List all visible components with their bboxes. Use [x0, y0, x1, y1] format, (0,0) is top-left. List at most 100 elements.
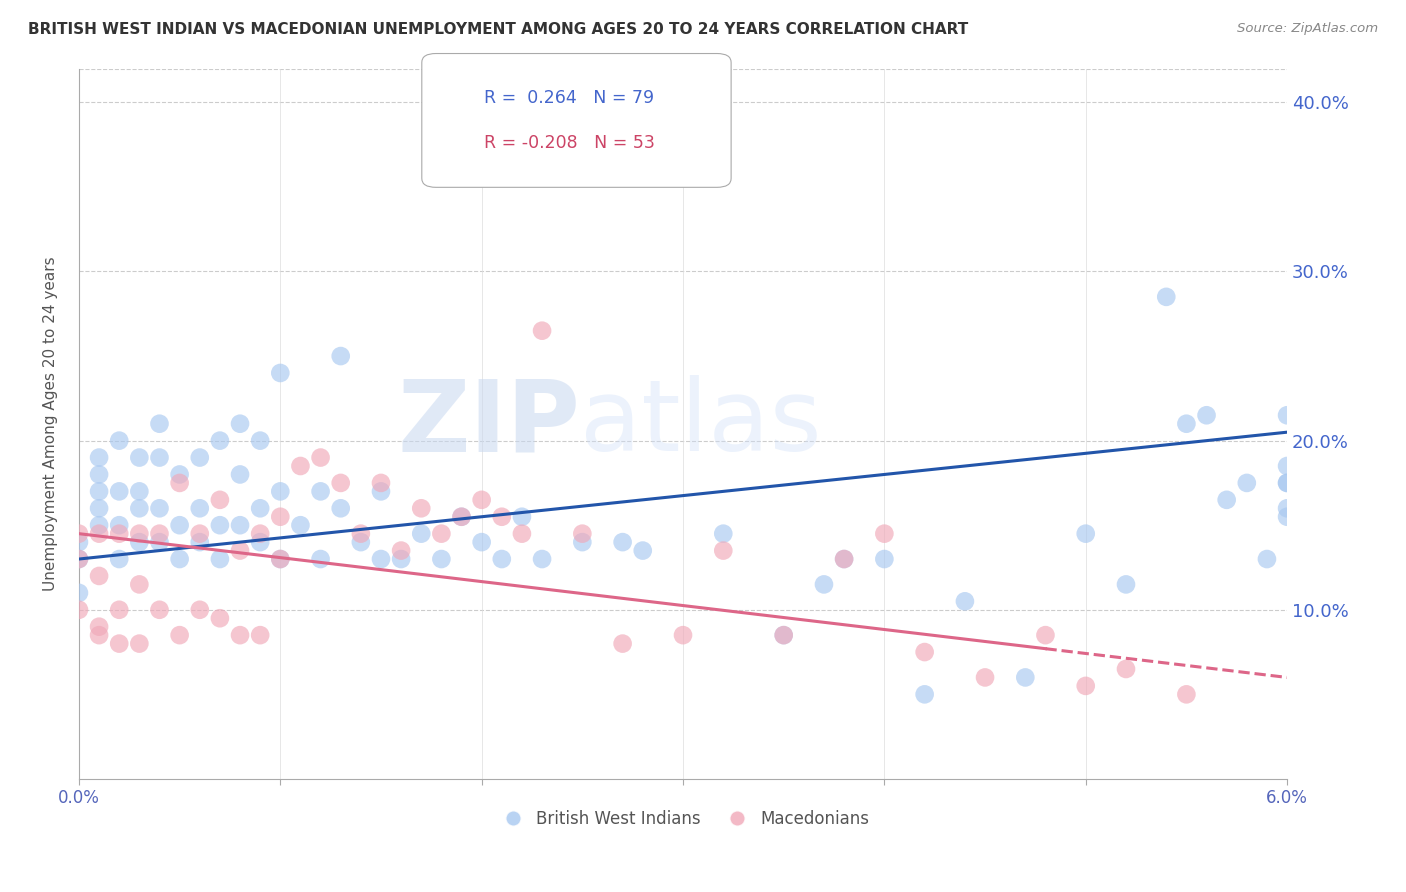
Point: [612, 637, 634, 651]
Point: [1115, 662, 1137, 676]
Point: [269, 552, 291, 566]
Text: R =  0.264   N = 79: R = 0.264 N = 79: [484, 89, 654, 107]
Point: [309, 450, 332, 465]
Point: [914, 645, 936, 659]
Point: [208, 518, 231, 533]
Point: [329, 349, 352, 363]
Legend: British West Indians, Macedonians: British West Indians, Macedonians: [489, 803, 876, 835]
Point: [108, 603, 131, 617]
Point: [389, 552, 412, 566]
Point: [370, 552, 392, 566]
Text: BRITISH WEST INDIAN VS MACEDONIAN UNEMPLOYMENT AMONG AGES 20 TO 24 YEARS CORRELA: BRITISH WEST INDIAN VS MACEDONIAN UNEMPL…: [28, 22, 969, 37]
Point: [1115, 577, 1137, 591]
Point: [832, 552, 855, 566]
Point: [1275, 458, 1298, 473]
Point: [229, 417, 252, 431]
Point: [471, 492, 494, 507]
Point: [571, 535, 593, 549]
Point: [249, 434, 271, 448]
Point: [309, 552, 332, 566]
Point: [148, 526, 170, 541]
Point: [1275, 509, 1298, 524]
Point: [87, 518, 110, 533]
Point: [491, 509, 513, 524]
Point: [510, 526, 533, 541]
Point: [612, 535, 634, 549]
Point: [772, 628, 794, 642]
Point: [169, 628, 191, 642]
Point: [148, 450, 170, 465]
Text: atlas: atlas: [581, 376, 823, 472]
Y-axis label: Unemployment Among Ages 20 to 24 years: Unemployment Among Ages 20 to 24 years: [44, 256, 58, 591]
Point: [229, 543, 252, 558]
Point: [249, 501, 271, 516]
Point: [208, 552, 231, 566]
Point: [67, 535, 90, 549]
Text: R = -0.208   N = 53: R = -0.208 N = 53: [484, 134, 655, 152]
Point: [953, 594, 976, 608]
Point: [1275, 409, 1298, 423]
Point: [531, 324, 554, 338]
Point: [67, 603, 90, 617]
Point: [450, 509, 472, 524]
Point: [108, 526, 131, 541]
Point: [350, 535, 373, 549]
Point: [1154, 290, 1177, 304]
Point: [269, 552, 291, 566]
Text: ZIP: ZIP: [398, 376, 581, 472]
Point: [169, 552, 191, 566]
Point: [169, 518, 191, 533]
Point: [873, 552, 896, 566]
Point: [87, 628, 110, 642]
Point: [188, 501, 211, 516]
Point: [290, 458, 312, 473]
Point: [370, 475, 392, 490]
Point: [1256, 552, 1278, 566]
Point: [229, 467, 252, 482]
Point: [128, 535, 150, 549]
Point: [1035, 628, 1057, 642]
Point: [269, 509, 291, 524]
Point: [108, 552, 131, 566]
Point: [370, 484, 392, 499]
Point: [188, 535, 211, 549]
Point: [1215, 492, 1237, 507]
Point: [87, 526, 110, 541]
Point: [1175, 687, 1198, 701]
Point: [148, 501, 170, 516]
Point: [329, 501, 352, 516]
Point: [67, 586, 90, 600]
Point: [631, 543, 654, 558]
Point: [873, 526, 896, 541]
Point: [128, 501, 150, 516]
Point: [87, 620, 110, 634]
Point: [128, 450, 150, 465]
Point: [1236, 475, 1258, 490]
Point: [249, 628, 271, 642]
Point: [87, 501, 110, 516]
Point: [510, 509, 533, 524]
Text: Source: ZipAtlas.com: Source: ZipAtlas.com: [1237, 22, 1378, 36]
Point: [148, 535, 170, 549]
Point: [67, 552, 90, 566]
Point: [832, 552, 855, 566]
Point: [411, 526, 433, 541]
Point: [309, 484, 332, 499]
Point: [108, 484, 131, 499]
Point: [249, 526, 271, 541]
Point: [1275, 475, 1298, 490]
Point: [249, 535, 271, 549]
Point: [188, 450, 211, 465]
Point: [87, 467, 110, 482]
Point: [430, 552, 453, 566]
Point: [128, 637, 150, 651]
Point: [128, 526, 150, 541]
Point: [208, 492, 231, 507]
Point: [128, 577, 150, 591]
Point: [87, 484, 110, 499]
Point: [269, 366, 291, 380]
Point: [531, 552, 554, 566]
Point: [350, 526, 373, 541]
Point: [67, 526, 90, 541]
Point: [229, 518, 252, 533]
